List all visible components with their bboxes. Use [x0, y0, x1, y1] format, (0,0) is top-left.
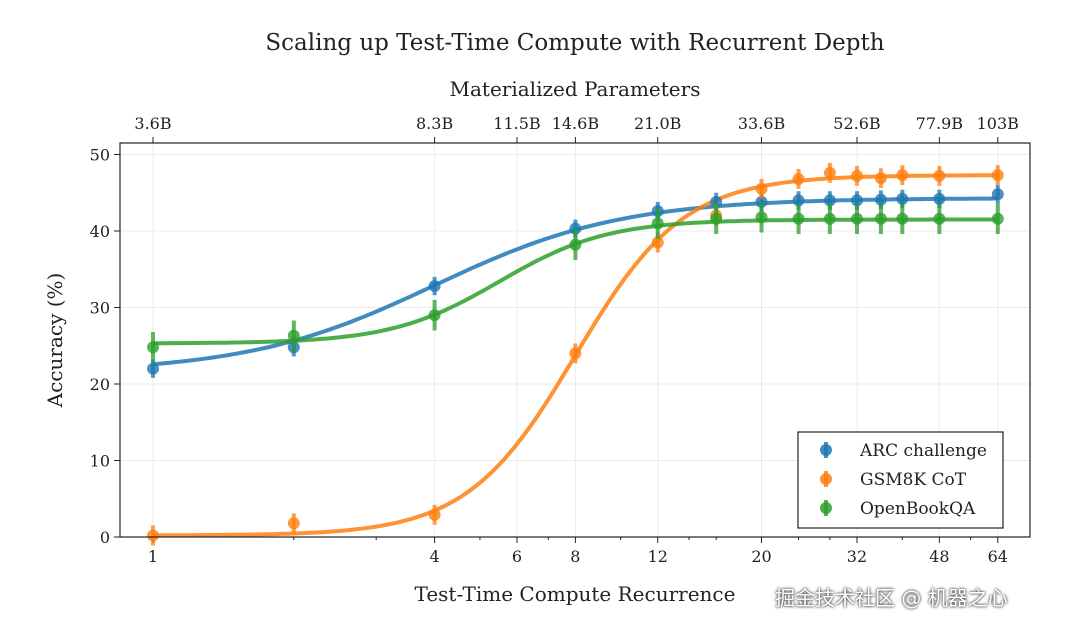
top-tick-label: 103B	[977, 114, 1019, 133]
data-point	[896, 169, 909, 182]
data-point	[755, 182, 768, 195]
legend-marker	[820, 473, 832, 485]
data-point	[823, 194, 836, 207]
plot-frame	[119, 142, 1031, 538]
x-tick-label: 20	[751, 547, 771, 566]
data-point	[933, 169, 946, 182]
y-tick-label: 50	[90, 145, 110, 164]
data-point	[147, 341, 160, 354]
data-point	[792, 194, 805, 207]
data-point	[569, 238, 582, 251]
data-point	[874, 193, 887, 206]
x-tick-label: 64	[988, 547, 1008, 566]
y-tick-label: 10	[90, 451, 110, 470]
data-point	[874, 212, 887, 225]
top-axis-label: Materialized Parameters	[450, 77, 701, 101]
legend-box	[797, 431, 1004, 529]
data-point	[710, 212, 723, 225]
data-point	[991, 188, 1004, 201]
legend-label: GSM8K CoT	[860, 470, 967, 490]
y-tick-label: 0	[100, 528, 110, 547]
data-point	[147, 529, 160, 542]
y-tick-label: 40	[90, 222, 110, 241]
x-tick-label: 12	[648, 547, 668, 566]
data-point	[428, 508, 441, 521]
data-point	[896, 192, 909, 205]
y-axis-label: Accuracy (%)	[43, 273, 67, 409]
data-point	[991, 169, 1004, 182]
data-point	[896, 212, 909, 225]
data-point	[823, 212, 836, 225]
data-point	[874, 172, 887, 185]
chart-title: Scaling up Test-Time Compute with Recurr…	[265, 30, 884, 56]
data-point	[823, 166, 836, 179]
top-tick-label: 14.6B	[552, 114, 599, 133]
x-axis-label: Test-Time Compute Recurrence	[415, 582, 736, 606]
legend-marker	[820, 502, 832, 514]
top-tick-label: 21.0B	[634, 114, 681, 133]
legend: ARC challenge GSM8K CoT OpenBookQA	[797, 431, 1004, 529]
data-point	[651, 236, 664, 249]
top-tick-label: 8.3B	[416, 114, 453, 133]
top-tick-label: 52.6B	[833, 114, 880, 133]
y-tick-label: 20	[90, 375, 110, 394]
data-point	[287, 329, 300, 342]
data-point	[991, 212, 1004, 225]
x-tick-label: 8	[570, 547, 580, 566]
data-point	[147, 362, 160, 375]
data-point	[569, 222, 582, 235]
legend-marker	[820, 444, 832, 456]
x-tick-label: 6	[512, 547, 522, 566]
data-point	[755, 211, 768, 224]
data-point	[850, 169, 863, 182]
data-point	[710, 195, 723, 208]
data-point	[651, 217, 664, 230]
top-tick-label: 3.6B	[134, 114, 171, 133]
legend-label: OpenBookQA	[860, 499, 976, 519]
data-point	[428, 309, 441, 322]
data-point	[569, 347, 582, 360]
data-point	[428, 280, 441, 293]
data-point	[792, 172, 805, 185]
data-point	[287, 517, 300, 530]
top-tick-label: 11.5B	[493, 114, 540, 133]
legend-label: ARC challenge	[859, 441, 987, 461]
y-tick-label: 30	[90, 298, 110, 317]
x-tick-label: 1	[148, 547, 158, 566]
data-point	[850, 212, 863, 225]
data-point	[933, 192, 946, 205]
x-tick-label: 32	[847, 547, 867, 566]
top-tick-label: 33.6B	[738, 114, 785, 133]
watermark: 掘金技术社区 @ 机器之心	[775, 586, 1008, 610]
data-point	[933, 212, 946, 225]
data-point	[850, 194, 863, 207]
x-tick-label: 4	[430, 547, 440, 566]
x-tick-label: 48	[929, 547, 949, 566]
top-tick-label: 77.9B	[916, 114, 963, 133]
data-point	[792, 212, 805, 225]
